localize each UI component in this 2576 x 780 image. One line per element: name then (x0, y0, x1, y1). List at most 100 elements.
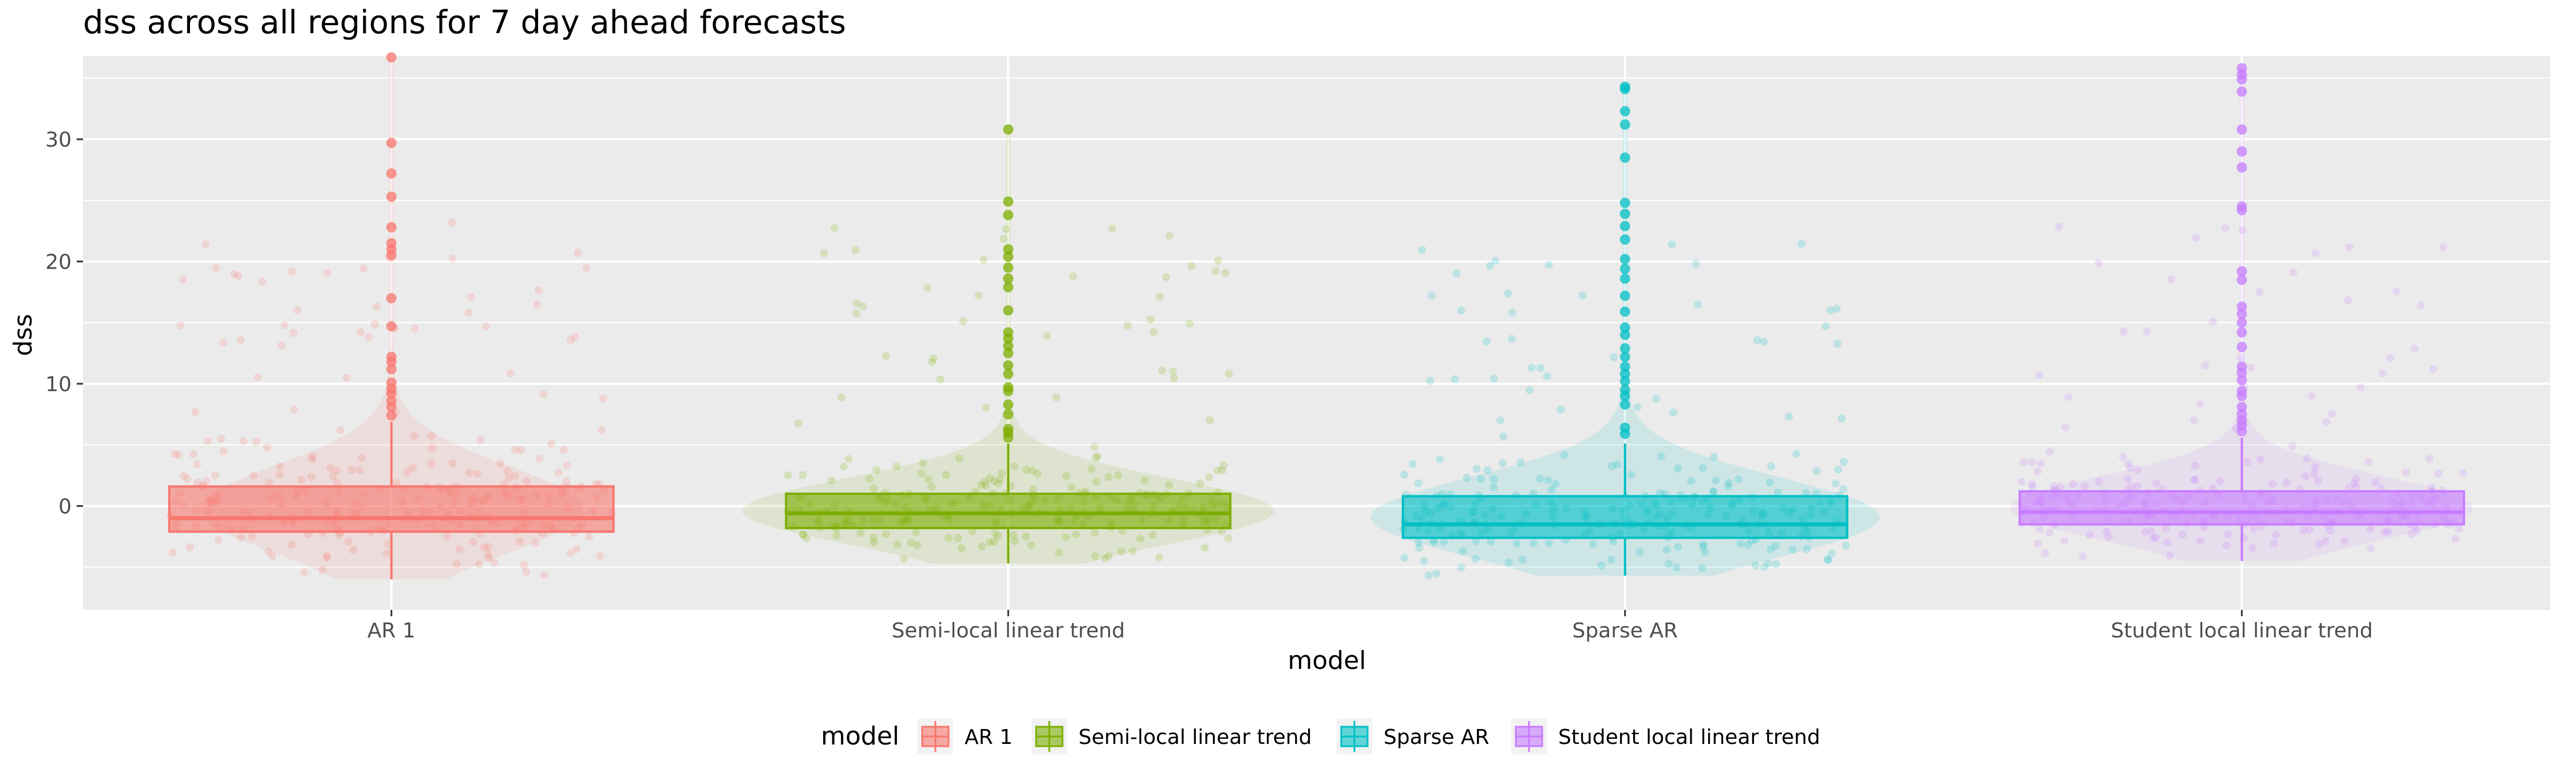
jitter-point (559, 446, 568, 454)
jitter-point (373, 302, 381, 311)
jitter-point (2028, 479, 2036, 488)
jitter-point (2427, 483, 2436, 491)
jitter-point (1788, 545, 1797, 554)
jitter-point (1662, 545, 1671, 554)
jitter-point (1490, 375, 1498, 383)
jitter-point (2166, 551, 2174, 560)
jitter-point (1009, 531, 1018, 539)
jitter-point (2239, 226, 2247, 234)
jitter-point (2126, 463, 2135, 472)
violin-ar-1 (199, 57, 584, 580)
jitter-point (2255, 287, 2263, 296)
jitter-point (1748, 537, 1756, 545)
jitter-point (1426, 377, 1435, 385)
jitter-point (566, 549, 575, 557)
jitter-point (442, 532, 451, 541)
jitter-point (1518, 556, 1527, 564)
jitter-point (2439, 243, 2447, 251)
jitter-point (410, 432, 418, 440)
jitter-point (1213, 466, 1222, 475)
jitter-point (998, 468, 1006, 477)
jitter-point (2119, 328, 2128, 336)
jitter-point (2190, 475, 2199, 484)
jitter-point (979, 255, 988, 264)
outlier-point (1619, 254, 1630, 265)
jitter-point (2300, 526, 2308, 534)
jitter-point (1613, 460, 1622, 468)
jitter-point (237, 533, 245, 542)
outlier-point (1619, 81, 1630, 92)
jitter-point (1114, 471, 1123, 479)
jitter-point (794, 419, 803, 428)
jitter-point (1408, 460, 1417, 468)
jitter-point (1828, 549, 1836, 558)
legend-label: AR 1 (965, 726, 1013, 749)
jitter-point (1101, 554, 1109, 562)
jitter-point (1440, 537, 1448, 546)
jitter-point (193, 460, 202, 468)
jitter-point (1415, 543, 1424, 552)
jitter-point (1736, 539, 1745, 548)
jitter-point (929, 354, 938, 363)
jitter-point (1104, 552, 1113, 561)
outlier-point (1003, 340, 1014, 351)
y-tick-label: 30 (45, 128, 72, 152)
jitter-point (571, 333, 579, 341)
jitter-point (2208, 318, 2217, 326)
jitter-point (1824, 556, 1832, 565)
jitter-point (1753, 336, 1761, 345)
jitter-point (2056, 482, 2065, 491)
outlier-point (386, 321, 397, 332)
outlier-point (1003, 210, 1014, 220)
jitter-point (2272, 531, 2281, 539)
jitter-point (511, 446, 519, 454)
jitter-point (1668, 240, 1676, 249)
outlier-point (1619, 376, 1630, 387)
box-sparse-ar (1401, 495, 1848, 539)
jitter-point (599, 394, 607, 403)
jitter-point (2301, 472, 2310, 480)
jitter-point (1674, 543, 1682, 551)
jitter-point (496, 459, 505, 468)
jitter-point (481, 322, 490, 330)
jitter-point (204, 437, 212, 446)
jitter-point (2045, 529, 2053, 537)
jitter-point (448, 254, 457, 263)
outlier-point (1619, 399, 1630, 410)
jitter-point (1093, 452, 1102, 460)
jitter-point (927, 482, 936, 491)
box-semi-local-linear-trend (785, 493, 1232, 529)
jitter-point (1834, 466, 1842, 474)
outlier-point (1619, 234, 1630, 245)
jitter-point (2303, 454, 2312, 463)
jitter-point (562, 477, 571, 486)
outlier-point (386, 396, 397, 406)
jitter-point (596, 552, 605, 561)
jitter-point (994, 531, 1002, 540)
jitter-point (1091, 529, 1099, 537)
jitter-point (1760, 562, 1768, 571)
outlier-point (2237, 317, 2247, 328)
jitter-point (1471, 554, 1480, 563)
jitter-point (1822, 322, 1830, 330)
jitter-point (1022, 533, 1030, 541)
jitter-point (337, 426, 345, 435)
jitter-point (275, 470, 284, 479)
jitter-point (2314, 476, 2322, 484)
jitter-point (1826, 306, 1835, 315)
jitter-point (517, 446, 525, 454)
x-axis-title: model (1287, 646, 1366, 675)
outlier-point (2237, 86, 2247, 97)
jitter-point (230, 270, 239, 278)
jitter-point (329, 472, 337, 480)
jitter-point (1224, 534, 1232, 542)
jitter-point (212, 264, 220, 273)
jitter-point (392, 479, 401, 487)
jitter-point (1710, 453, 1718, 462)
jitter-point (1414, 479, 1423, 487)
jitter-point (1136, 534, 1145, 543)
outlier-point (1619, 384, 1630, 395)
jitter-point (2191, 475, 2199, 484)
jitter-point (851, 246, 860, 254)
jitter-point (1627, 471, 1635, 479)
